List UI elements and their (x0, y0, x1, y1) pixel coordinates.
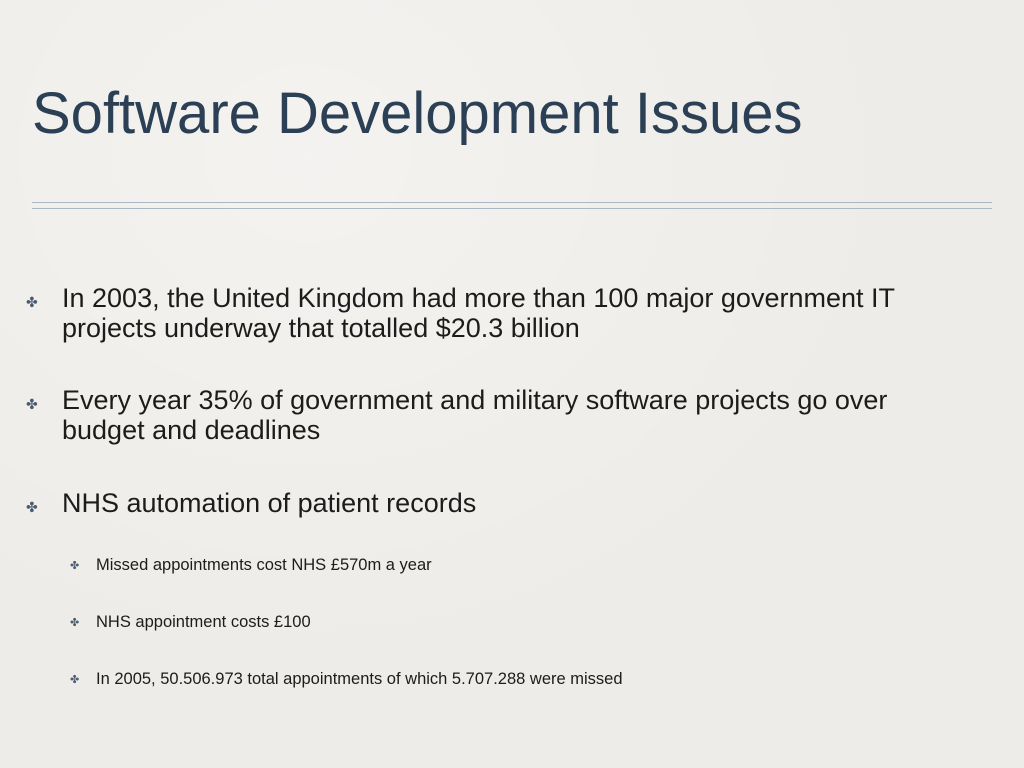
bullet-text-line: projects underway that totalled $20.3 bi… (62, 313, 580, 343)
title-divider (32, 202, 992, 209)
sub-bullet-text: Missed appointments cost NHS £570m a yea… (96, 556, 432, 574)
sub-bullet-text: NHS appointment costs £100 (96, 613, 311, 631)
cross-bullet-icon: ✤ (70, 674, 80, 686)
bullet-text-line: budget and deadlines (62, 415, 321, 445)
slide-title: Software Development Issues (32, 81, 803, 146)
cross-bullet-icon: ✤ (70, 617, 80, 629)
cross-bullet-icon: ✤ (26, 294, 38, 310)
bullet-text-line: Every year 35% of government and militar… (62, 385, 888, 415)
bullet-text-line: In 2003, the United Kingdom had more tha… (62, 283, 895, 313)
bullet-text-line: NHS automation of patient records (62, 488, 477, 518)
cross-bullet-icon: ✤ (26, 396, 38, 412)
sub-bullet-text: In 2005, 50.506.973 total appointments o… (96, 670, 623, 688)
cross-bullet-icon: ✤ (26, 499, 38, 515)
cross-bullet-icon: ✤ (70, 560, 80, 572)
